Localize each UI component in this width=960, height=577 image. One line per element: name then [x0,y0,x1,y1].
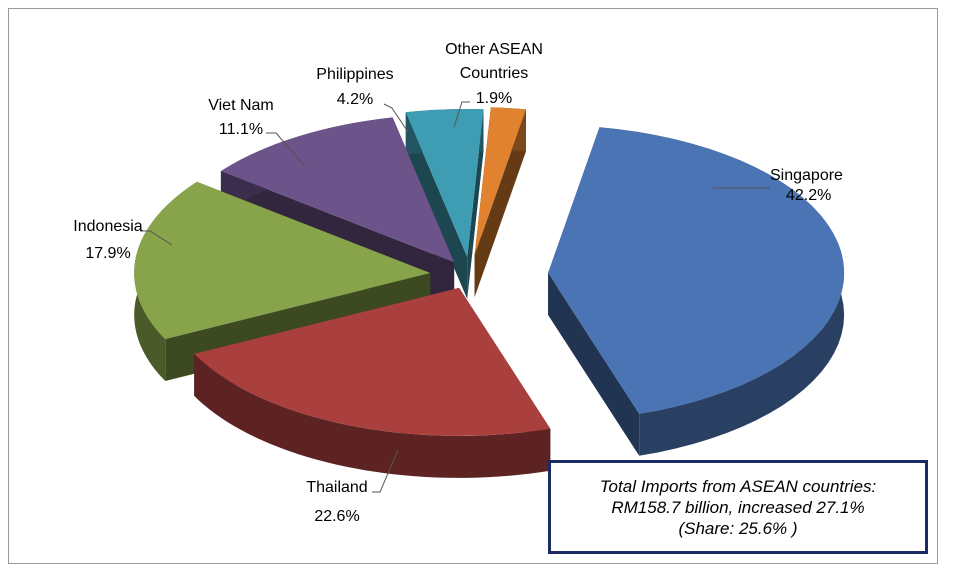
slice-value-label: 22.6% [314,508,359,525]
slice-value-label: 1.9% [476,90,512,107]
slice-label: Singapore [770,167,843,184]
slice-label: Philippines [316,66,393,83]
leader-line [383,103,409,133]
leader-line [453,101,470,128]
summary-line-3: (Share: 25.6% ) [678,518,798,538]
slice-label: Viet Nam [208,97,274,114]
slice-value-label: 4.2% [337,91,373,108]
summary-line-1: Total Imports from ASEAN countries: [599,476,877,496]
slice-other-asean-countries [474,107,526,298]
slice-value-label: 42.2% [786,187,831,204]
leader-line [266,132,305,166]
slice-value-label: 17.9% [85,245,130,262]
leader-line [372,449,399,493]
slice-label: Other ASEAN [445,41,543,58]
slice-thailand [194,287,551,478]
leader-lines [140,101,770,493]
summary-box: Total Imports from ASEAN countries: RM15… [548,460,928,554]
slice-value-label: 11.1% [219,121,263,138]
leader-line [140,230,173,246]
slice-label: Countries [460,65,528,82]
summary-line-2: RM158.7 billion, increased 27.1% [611,497,865,517]
pie-slices [134,107,845,478]
slice-label: Indonesia [73,218,142,235]
slice-labels: Singapore 42.2% Thailand 22.6% Indonesia 17.9… [73,41,843,525]
slice-singapore [548,127,845,456]
slice-philippines [405,109,484,300]
slice-label: Thailand [306,479,367,496]
